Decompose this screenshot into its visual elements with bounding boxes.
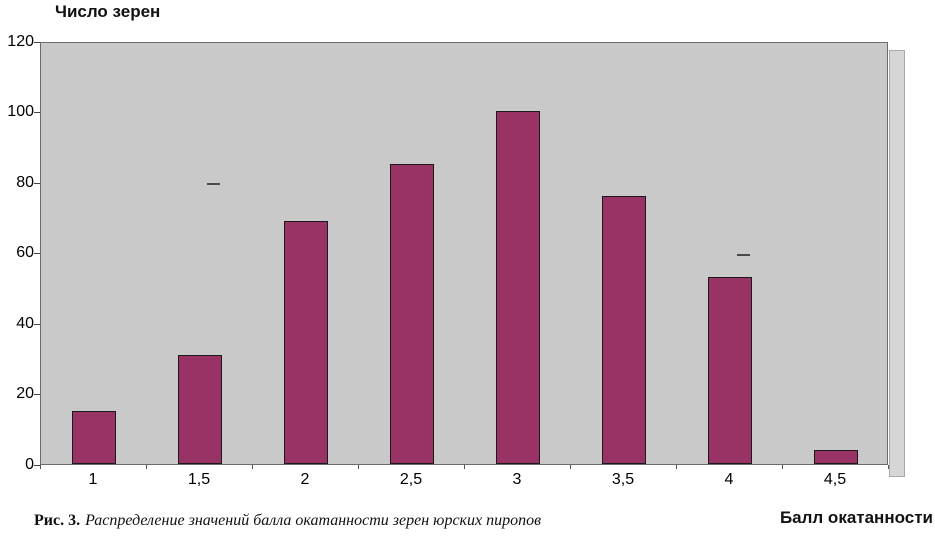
caption-label: Рис. 3. bbox=[34, 512, 81, 529]
y-tick-label: 0 bbox=[25, 456, 34, 473]
x-tick-mark bbox=[40, 465, 41, 469]
y-tick-label: 40 bbox=[16, 315, 34, 332]
x-tick-label: 3 bbox=[512, 471, 522, 488]
bar bbox=[178, 355, 222, 464]
bar bbox=[390, 164, 434, 464]
y-tick-label: 100 bbox=[7, 103, 34, 120]
x-tick-mark bbox=[358, 465, 359, 469]
plot-side-wall bbox=[889, 50, 905, 477]
plot-area bbox=[40, 42, 888, 465]
caption-text: Распределение значений балла окатанности… bbox=[85, 512, 542, 529]
x-axis-title: Балл окатанности bbox=[779, 508, 933, 527]
x-tick-label: 2 bbox=[300, 471, 310, 488]
bar bbox=[284, 221, 328, 464]
stray-dash-mark bbox=[737, 254, 750, 256]
x-tick-mark bbox=[146, 465, 147, 469]
bar bbox=[602, 196, 646, 464]
x-tick-label: 3,5 bbox=[611, 471, 635, 488]
y-tick-mark bbox=[34, 465, 40, 466]
bar bbox=[72, 411, 116, 464]
figure-caption: Рис. 3. Распределение значений балла окат… bbox=[34, 512, 541, 530]
y-tick-label: 80 bbox=[16, 174, 34, 191]
y-tick-mark bbox=[34, 112, 40, 113]
y-tick-mark bbox=[34, 394, 40, 395]
y-tick-mark bbox=[34, 324, 40, 325]
x-tick-mark bbox=[782, 465, 783, 469]
x-tick-mark bbox=[464, 465, 465, 469]
y-tick-label: 60 bbox=[16, 244, 34, 261]
stray-dash-mark bbox=[207, 183, 220, 185]
y-tick-label: 120 bbox=[7, 33, 34, 50]
x-tick-mark bbox=[888, 465, 889, 469]
y-tick-label: 20 bbox=[16, 385, 34, 402]
chart-title: Число зерен bbox=[55, 2, 161, 21]
x-tick-label: 1,5 bbox=[187, 471, 211, 488]
x-tick-label: 4 bbox=[724, 471, 734, 488]
x-tick-label: 2,5 bbox=[399, 471, 423, 488]
y-tick-mark bbox=[34, 42, 40, 43]
bar bbox=[496, 111, 540, 464]
x-tick-label: 4,5 bbox=[823, 471, 847, 488]
x-tick-mark bbox=[252, 465, 253, 469]
x-tick-mark bbox=[676, 465, 677, 469]
x-tick-mark bbox=[570, 465, 571, 469]
y-tick-mark bbox=[34, 183, 40, 184]
bar bbox=[814, 450, 858, 464]
y-tick-mark bbox=[34, 253, 40, 254]
x-tick-label: 1 bbox=[88, 471, 98, 488]
bar bbox=[708, 277, 752, 464]
